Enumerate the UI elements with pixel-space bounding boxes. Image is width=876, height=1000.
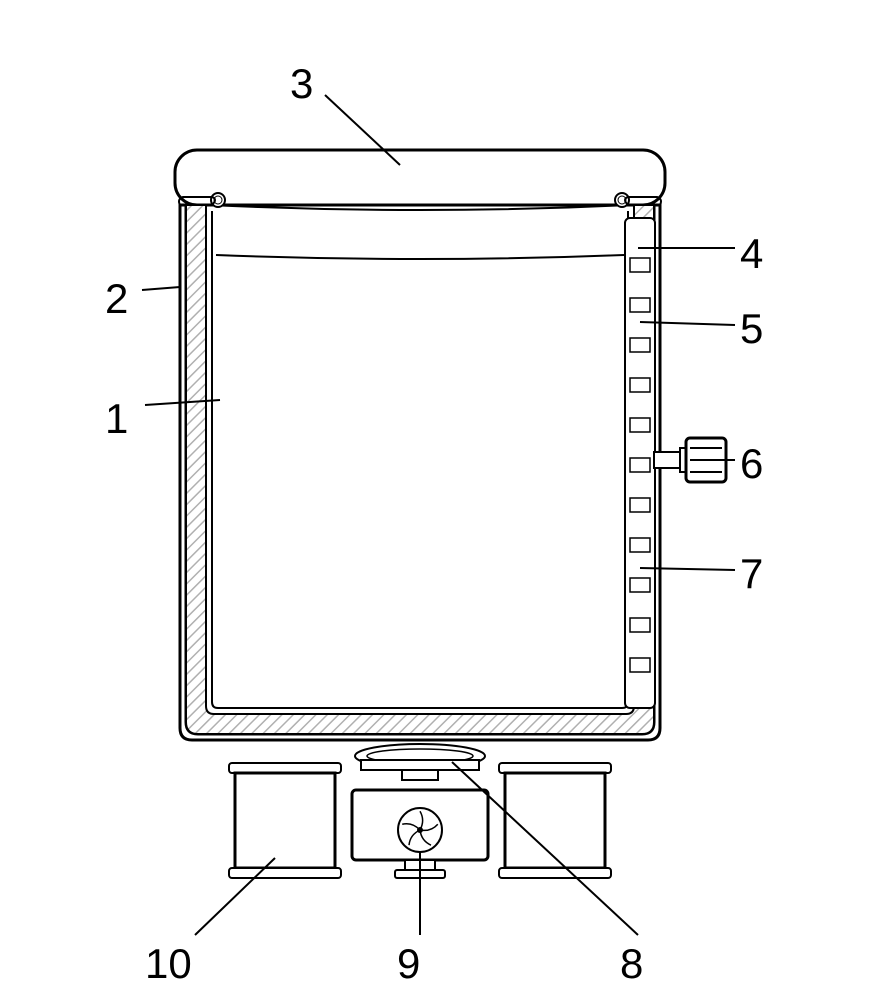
rail-slot	[630, 538, 650, 552]
label-5: 5	[740, 305, 763, 353]
rail-slot	[630, 578, 650, 592]
rail-slot	[630, 298, 650, 312]
rail-slot	[630, 258, 650, 272]
inner-liner	[212, 211, 628, 708]
outer-shell	[180, 205, 660, 740]
leader-line	[142, 287, 180, 290]
label-3: 3	[290, 60, 313, 108]
leg	[505, 773, 605, 868]
label-7: 7	[740, 550, 763, 598]
rail-slot	[630, 658, 650, 672]
label-2: 2	[105, 275, 128, 323]
liquid-surface	[216, 255, 624, 259]
label-6: 6	[740, 440, 763, 488]
rail-slot	[630, 618, 650, 632]
label-1: 1	[105, 395, 128, 443]
leg-foot	[229, 868, 341, 878]
technical-drawing	[0, 0, 876, 1000]
rail-slot	[630, 458, 650, 472]
rail-slot	[630, 378, 650, 392]
rail-slot	[630, 498, 650, 512]
leg-foot	[499, 868, 611, 878]
label-9: 9	[397, 940, 420, 988]
rail-slot	[630, 418, 650, 432]
label-8: 8	[620, 940, 643, 988]
label-10: 10	[145, 940, 192, 988]
label-4: 4	[740, 230, 763, 278]
wall-section	[186, 205, 654, 734]
rail-slot	[630, 338, 650, 352]
lid	[175, 150, 665, 205]
leg	[235, 773, 335, 868]
